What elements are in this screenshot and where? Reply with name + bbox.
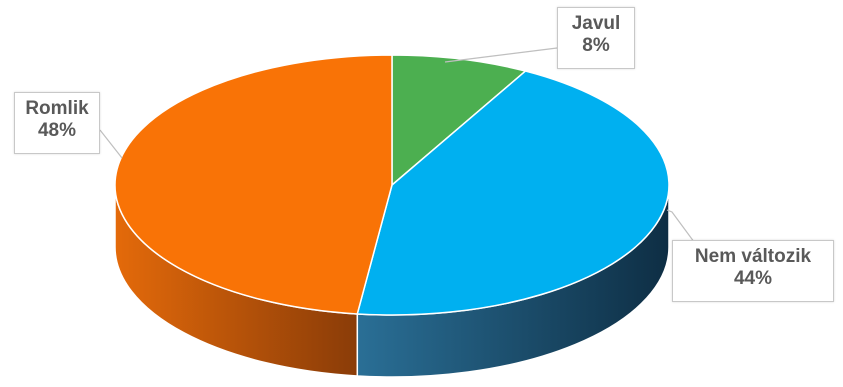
data-label-nem-valtozik: Nem változik 44% xyxy=(672,240,834,302)
data-label-javul: Javul 8% xyxy=(557,7,635,69)
data-label-romlik-value: 48% xyxy=(37,120,77,141)
data-label-nem-valtozik-value: 44% xyxy=(733,268,773,289)
pie-slice-nem-valtozik xyxy=(356,70,670,316)
pie-tops xyxy=(114,54,670,316)
pie-slice-javul xyxy=(391,54,527,186)
data-label-romlik-name: Romlik xyxy=(25,98,89,119)
data-label-romlik: Romlik 48% xyxy=(14,92,100,154)
pie-slice-romlik xyxy=(114,54,393,315)
leader-line-nem-valtozik xyxy=(666,209,701,251)
leader-line-romlik xyxy=(99,129,123,159)
data-label-javul-value: 8% xyxy=(582,35,610,56)
data-label-javul-name: Javul xyxy=(571,13,621,34)
leader-line-javul xyxy=(444,47,558,63)
data-label-nem-valtozik-name: Nem változik xyxy=(694,246,812,267)
leader-lines xyxy=(99,47,701,251)
